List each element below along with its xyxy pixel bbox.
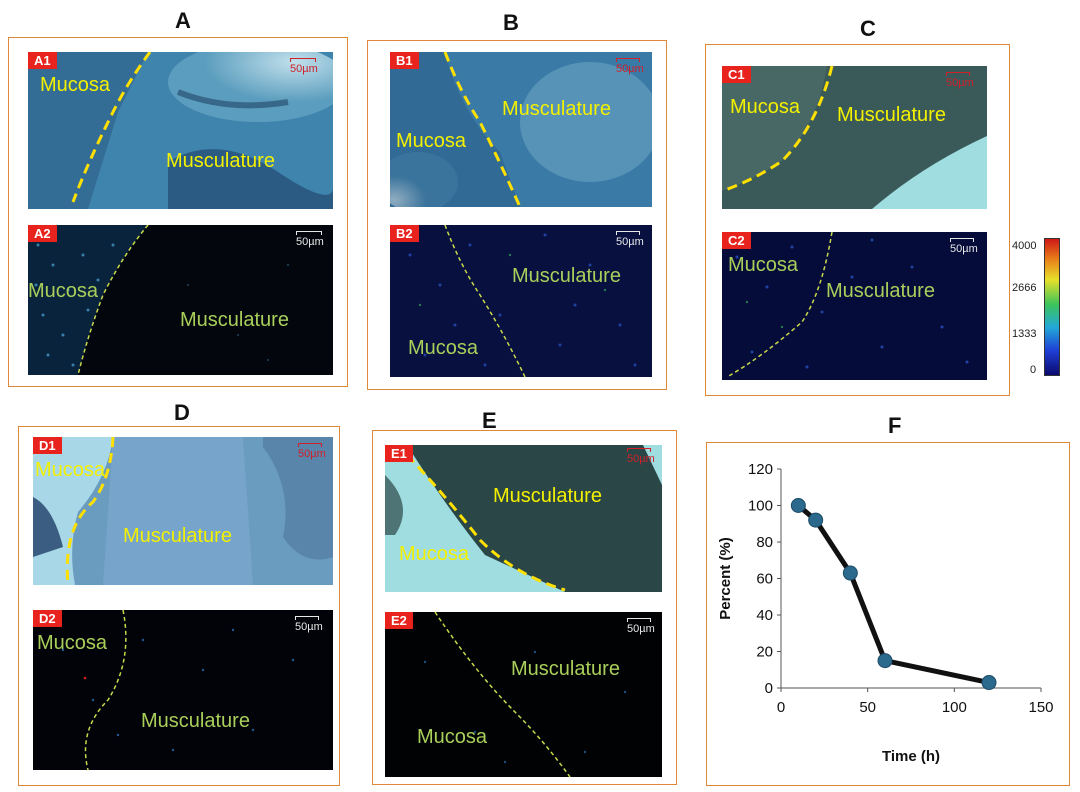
panel-letter-a: A: [175, 8, 191, 33]
y-tick-label: 80: [756, 534, 773, 551]
panel-d-frame: [18, 426, 340, 786]
image-a1-texture: [28, 52, 333, 209]
tag-e2: E2: [385, 612, 413, 629]
image-a1: A1 50µm Mucosa Musculature: [28, 52, 333, 209]
colorbar-tick-4000: 4000: [1012, 240, 1037, 252]
x-tick-label: 100: [942, 699, 967, 716]
label-e1-mucosa: Mucosa: [399, 543, 470, 565]
panel-a-frame: [8, 37, 348, 387]
tag-e1: E1: [385, 445, 413, 462]
image-a2-texture: [28, 225, 333, 375]
label-a1-musculature: Musculature: [166, 150, 275, 172]
label-d2-mucosa: Mucosa: [37, 632, 108, 654]
label-c2-mucosa: Mucosa: [728, 254, 799, 276]
label-b2-musculature: Musculature: [512, 265, 621, 287]
label-c2-musculature: Musculature: [826, 280, 935, 302]
label-b1-musculature: Musculature: [502, 98, 611, 120]
y-axis-label: Percent (%): [717, 537, 734, 620]
tag-d2: D2: [33, 610, 62, 627]
image-d2: D2 50µm Mucosa Musculature: [33, 610, 333, 770]
image-b2-texture: [390, 225, 652, 377]
label-c1-mucosa: Mucosa: [730, 96, 801, 118]
y-tick-label: 20: [756, 644, 773, 661]
image-c2: C2 50µm Mucosa Musculature: [722, 232, 987, 380]
image-b1-texture: [390, 52, 652, 207]
label-e2-mucosa: Mucosa: [417, 726, 488, 748]
scalebar-a2: 50µm: [296, 231, 324, 248]
image-d2-texture: [33, 610, 333, 770]
label-d1-musculature: Musculature: [123, 525, 232, 547]
colorbar-tick-0: 0: [1030, 364, 1037, 376]
data-point: [877, 653, 893, 669]
x-tick-label: 0: [777, 699, 785, 716]
data-point: [808, 512, 824, 528]
scalebar-a1: 50µm: [290, 58, 318, 75]
label-a1-mucosa: Mucosa: [40, 74, 111, 96]
x-axis-label: Time (h): [882, 748, 940, 765]
panel-letter-c: C: [860, 16, 876, 41]
scalebar-c1: 50µm: [946, 72, 974, 89]
panel-letter-e: E: [482, 408, 497, 433]
panel-e-frame: [372, 430, 677, 785]
image-b2: B2 50µm Musculature Mucosa: [390, 225, 652, 377]
colorbar: [1044, 238, 1060, 376]
data-point: [981, 675, 997, 691]
scalebar-e1: 50µm: [627, 448, 655, 465]
scalebar-b2: 50µm: [616, 231, 644, 248]
panel-letter-f: F: [888, 413, 902, 438]
label-b1-mucosa: Mucosa: [396, 130, 467, 152]
tag-c2: C2: [722, 232, 751, 249]
percent-time-chart: 0 20 40 60 80 100 120 0 50 100 150 Time (h) Percent …: [717, 461, 1054, 765]
panel-c-frame: [705, 44, 1010, 396]
panel-letter-b: B: [503, 10, 519, 35]
label-c1-musculature: Musculature: [837, 104, 946, 126]
image-c1: C1 50µm Mucosa Musculature: [722, 66, 987, 209]
tag-c1: C1: [722, 66, 751, 83]
tag-d1: D1: [33, 437, 62, 454]
y-tick-label: 60: [756, 571, 773, 588]
y-tick-label: 100: [748, 498, 773, 515]
y-tick-label: 0: [765, 680, 773, 697]
image-d1-texture: [33, 437, 333, 585]
label-b2-mucosa: Mucosa: [408, 337, 479, 359]
data-point: [790, 498, 806, 513]
scalebar-d1: 50µm: [298, 443, 326, 460]
panel-letter-d: D: [174, 400, 190, 425]
image-e1-texture: [385, 445, 662, 592]
image-e1: E1 50µm Musculature Mucosa: [385, 445, 662, 592]
image-c2-texture: [722, 232, 987, 380]
y-tick-label: 40: [756, 607, 773, 624]
tag-b2: B2: [390, 225, 419, 242]
scalebar-e2: 50µm: [627, 618, 655, 635]
colorbar-tick-1333: 1333: [1012, 328, 1037, 340]
label-e2-musculature: Musculature: [511, 658, 620, 680]
data-point: [842, 565, 858, 581]
image-e2-texture: [385, 612, 662, 777]
x-tick-label: 50: [859, 699, 876, 716]
panel-f-frame: [706, 442, 1070, 786]
image-d1: D1 50µm Mucosa Musculature: [33, 437, 333, 585]
series-line: [796, 503, 990, 685]
x-tick-label: 150: [1028, 699, 1053, 716]
tag-a1: A1: [28, 52, 57, 69]
label-e1-musculature: Musculature: [493, 485, 602, 507]
image-c1-texture: [722, 66, 987, 209]
image-a2: A2 50µm Mucosa Musculature: [28, 225, 333, 375]
colorbar-tick-2666: 2666: [1012, 282, 1037, 294]
label-a2-mucosa: Mucosa: [28, 280, 99, 302]
tag-b1: B1: [390, 52, 419, 69]
scalebar-d2: 50µm: [295, 616, 323, 633]
y-tick-label: 120: [748, 461, 773, 478]
label-d1-mucosa: Mucosa: [35, 459, 106, 481]
label-d2-musculature: Musculature: [141, 710, 250, 732]
panel-b-frame: [367, 40, 667, 390]
label-a2-musculature: Musculature: [180, 309, 289, 331]
scalebar-c2: 50µm: [950, 238, 978, 255]
image-e2: E2 50µm Musculature Mucosa: [385, 612, 662, 777]
tag-a2: A2: [28, 225, 57, 242]
image-b1: B1 50µm Mucosa Musculature: [390, 52, 652, 207]
scalebar-b1: 50µm: [616, 58, 644, 75]
